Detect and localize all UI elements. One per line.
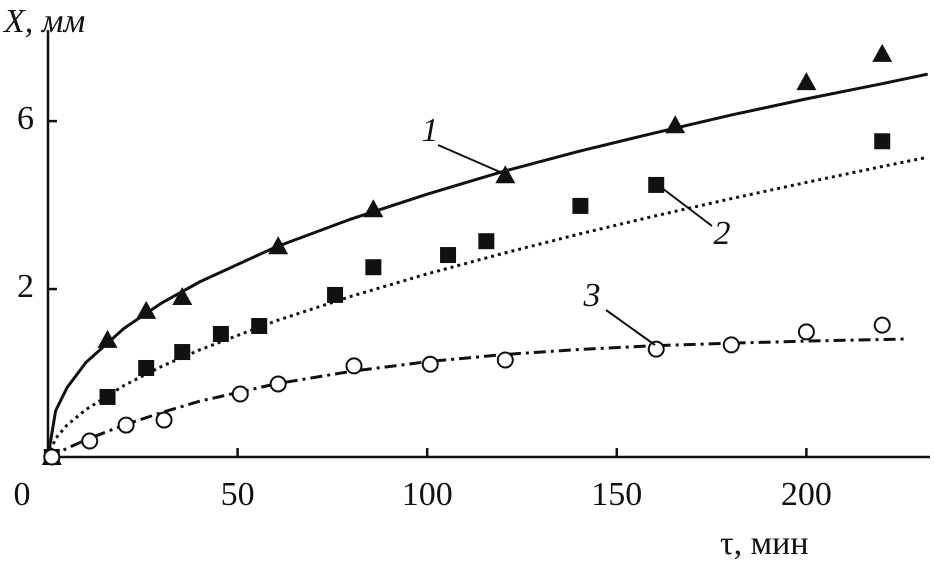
circle-marker <box>496 351 514 369</box>
curve-label: 2 <box>714 215 731 252</box>
square-marker <box>138 359 155 376</box>
triangle-marker <box>872 43 893 62</box>
circle-marker <box>647 340 665 358</box>
square-marker <box>440 247 457 264</box>
y-axis-label: X, мм <box>2 3 85 40</box>
triangle-marker <box>136 300 157 319</box>
y-tick-label: 2 <box>17 268 34 305</box>
square-marker <box>365 259 382 276</box>
leader-line <box>437 144 501 173</box>
triangle-marker <box>172 287 193 306</box>
leader-line <box>605 309 656 346</box>
square-marker <box>174 344 191 361</box>
triangle-marker <box>796 72 817 91</box>
fit-curve <box>46 72 929 458</box>
circle-marker <box>797 323 815 341</box>
circle-marker <box>345 357 363 375</box>
square-marker <box>478 233 495 250</box>
circle-marker <box>269 375 287 393</box>
square-marker <box>874 133 891 150</box>
x-tick-label: 150 <box>591 476 642 513</box>
curve-label: 1 <box>422 112 439 149</box>
square-marker <box>99 388 116 405</box>
x-tick-label: 0 <box>14 476 31 513</box>
circle-marker <box>722 336 740 354</box>
circle-marker <box>81 432 99 450</box>
circle-marker <box>231 385 249 403</box>
x-tick-label: 50 <box>221 476 255 513</box>
triangle-marker <box>268 236 289 255</box>
triangle-marker <box>665 115 686 134</box>
circle-marker <box>117 416 135 434</box>
x-tick-label: 200 <box>781 476 832 513</box>
triangle-marker <box>97 329 118 348</box>
square-marker <box>327 286 344 303</box>
square-marker <box>572 197 589 214</box>
x-tick-label: 100 <box>402 476 453 513</box>
square-marker <box>212 325 229 342</box>
triangle-marker <box>495 165 516 184</box>
curve-label: 3 <box>583 277 601 314</box>
fit-curve <box>46 155 929 458</box>
circle-marker <box>873 316 891 334</box>
x-axis-label: τ, мин <box>720 525 809 562</box>
fit-curve <box>47 337 906 459</box>
triangle-marker <box>363 199 384 218</box>
leader-line <box>661 187 713 227</box>
y-tick-label: 6 <box>17 100 34 137</box>
square-marker <box>251 318 268 335</box>
circle-marker <box>43 448 61 466</box>
circle-marker <box>421 355 439 373</box>
circle-marker <box>155 411 173 429</box>
square-marker <box>648 176 665 193</box>
